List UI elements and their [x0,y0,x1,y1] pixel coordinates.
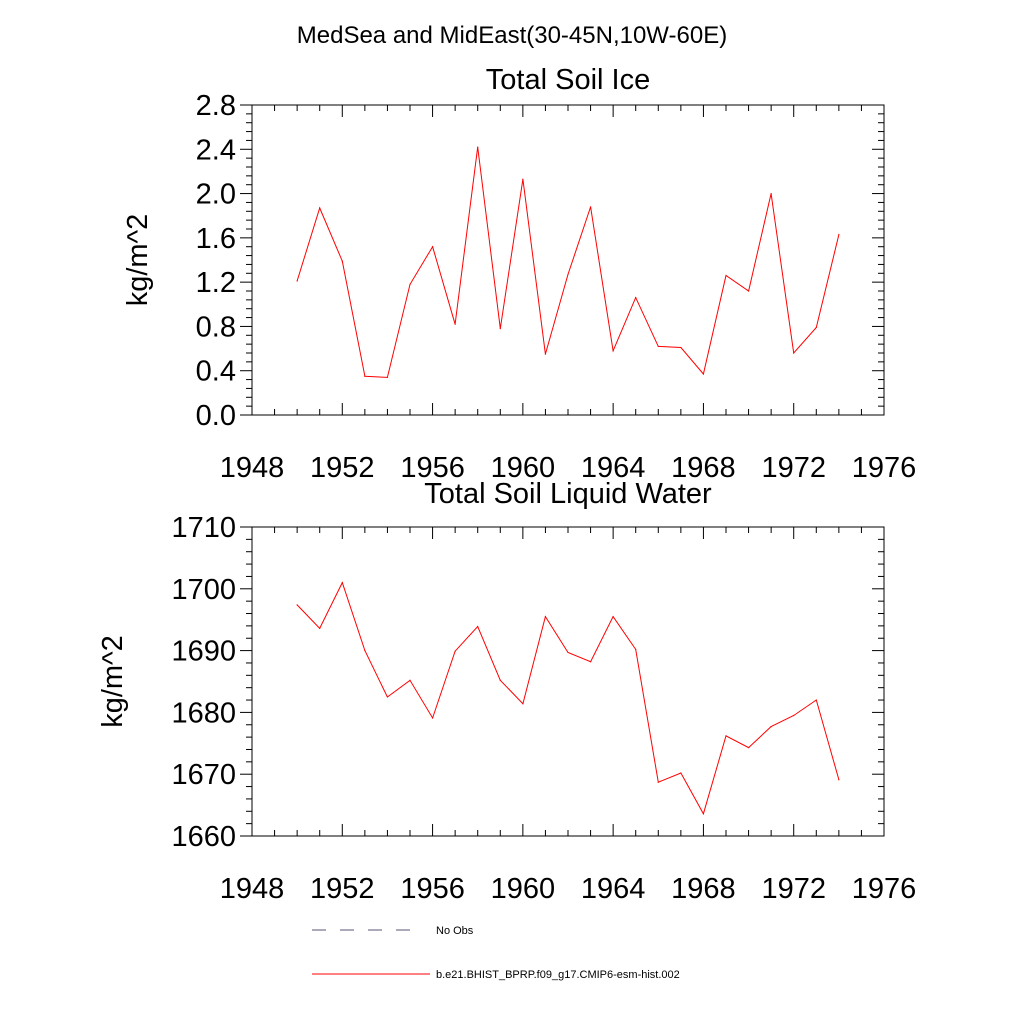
data-point [680,772,682,774]
data-point [431,717,434,719]
panel-total-soil-liquid-water: Total Soil Liquid Water kg/m^2 1948 1952 195… [97,478,916,905]
y-tick-label: 0.0 [196,400,236,432]
data-point [544,616,547,618]
data-point [319,207,321,209]
data-point [770,192,772,195]
y-tick-label: 1680 [171,697,236,729]
data-point [567,273,569,275]
x-tick-label: 1960 [491,873,556,905]
data-point [454,650,456,652]
x-tick-label: 1964 [581,452,646,484]
x-tick-label: 1948 [220,452,285,484]
x-tick-label: 1960 [491,452,556,484]
data-point [747,747,750,749]
plot-frame [251,104,885,416]
data-point [815,699,817,701]
data-point [341,582,343,584]
data-point [838,779,840,781]
y-tick-label: 2.0 [196,179,236,211]
data-point [589,661,592,663]
data-point [725,274,727,277]
data-point [612,350,614,352]
data-point [499,328,501,330]
data-point [386,696,389,698]
data-point [770,726,772,728]
x-tick-label: 1976 [852,873,917,905]
x-tick-label: 1972 [761,452,826,484]
y-tick-label: 1700 [171,574,236,606]
data-point [815,326,817,329]
data-point [702,373,705,375]
y-tick-label: 2.4 [196,134,236,166]
y-tick-label: 1710 [171,512,236,544]
y-tick-label: 2.8 [196,90,236,122]
data-point [454,323,456,325]
data-point [386,376,389,378]
data-point [364,375,366,377]
data-point [747,290,750,292]
y-tick-label: 1.2 [196,267,236,299]
data-point [319,627,321,629]
panel-title: Total Soil Liquid Water [424,478,712,510]
data-point [680,346,682,349]
x-tick-label: 1972 [761,873,826,905]
x-tick-label: 1968 [671,452,736,484]
data-point [725,735,727,737]
y-tick-label: 1690 [171,636,236,668]
data-point [544,353,547,355]
y-tick-label: 1.6 [196,223,236,255]
x-tick-label: 1968 [671,873,736,905]
data-point [296,604,298,606]
y-axis-label: kg/m^2 [97,635,129,728]
data-point [838,233,840,236]
data-point [793,352,795,354]
data-point [477,625,479,628]
data-point [793,714,795,717]
y-axis-label: kg/m^2 [122,214,154,307]
data-point [612,616,614,618]
x-tick-label: 1952 [310,452,375,484]
data-point [567,651,569,654]
data-point [364,650,366,652]
y-tick-label: 1660 [171,821,236,853]
x-tick-label: 1956 [400,452,465,484]
data-point [296,280,298,282]
panel-total-soil-ice: Total Soil Ice kg/m^2 1948 1952 1956 1960 1964… [122,64,916,484]
data-point [522,703,524,705]
data-point [635,297,637,299]
data-point [657,781,659,783]
series-line [296,581,840,816]
y-tick-label: 0.8 [196,311,236,343]
y-tick-label: 0.4 [196,356,236,388]
x-tick-label: 1948 [220,873,285,905]
data-point [499,679,501,681]
figure-suptitle: MedSea and MidEast(30-45N,10W-60E) [297,22,727,49]
legend-label-model-run: b.e21.BHIST_BPRP.f09_g17.CMIP6-esm-hist.… [436,969,680,981]
data-point [431,246,434,248]
data-point [409,679,411,681]
x-tick-label: 1952 [310,873,375,905]
series-line [296,147,840,378]
x-tick-label: 1964 [581,873,646,905]
y-tick-label: 1670 [171,759,236,791]
data-point [409,283,411,285]
data-point [589,206,592,208]
plot-frame [251,526,885,837]
data-point [341,260,343,262]
panel-title: Total Soil Ice [486,64,650,96]
data-point [657,345,659,347]
data-point [477,146,479,148]
data-point [635,648,637,650]
x-tick-label: 1976 [852,452,917,484]
data-point [702,813,705,815]
legend-label-no-obs: No Obs [436,925,474,937]
legend: No Obs b.e21.BHIST_BPRP.f09_g17.CMIP6-es… [312,925,680,981]
x-tick-label: 1956 [400,873,465,905]
data-point [522,178,524,180]
